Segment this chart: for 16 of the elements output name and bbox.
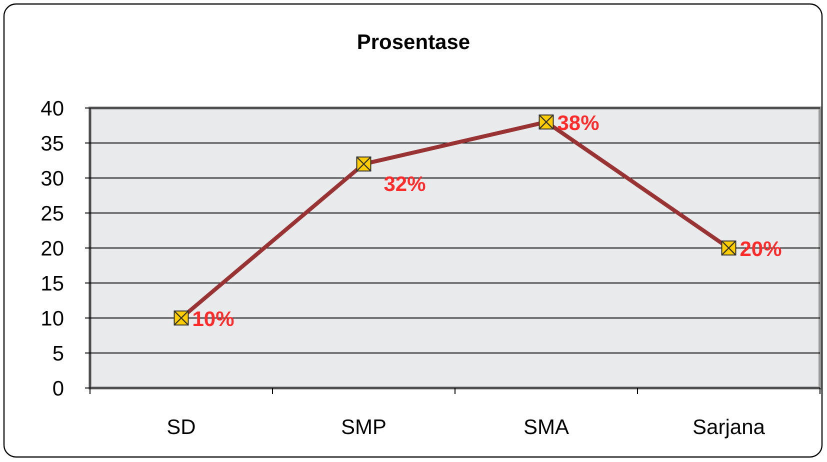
y-tick-label: 35 (40, 132, 64, 156)
chart-title: Prosentase (356, 31, 470, 54)
x-tick-label: SMA (523, 416, 570, 439)
data-label: 38% (557, 112, 600, 135)
y-tick-label: 25 (40, 202, 64, 226)
x-tick-label: SMP (340, 416, 387, 439)
x-tick-label: Sarjana (692, 416, 766, 439)
x-tick-label: SD (166, 416, 196, 439)
y-tick-label: 20 (40, 237, 64, 260)
y-tick-label: 5 (52, 342, 64, 366)
y-tick-label: 10 (40, 307, 64, 330)
data-label: 32% (384, 173, 426, 196)
y-tick-label: 40 (40, 97, 64, 120)
y-tick-label: 0 (52, 377, 64, 400)
y-tick-label: 15 (40, 272, 64, 296)
y-tick-label: 30 (40, 167, 64, 190)
